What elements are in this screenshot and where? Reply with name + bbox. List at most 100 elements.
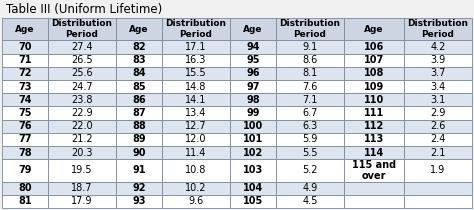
Bar [48, 146, 116, 159]
Text: 16.3: 16.3 [185, 55, 207, 65]
Text: 106: 106 [364, 42, 384, 52]
Text: 5.9: 5.9 [302, 134, 318, 144]
Bar [404, 195, 472, 208]
Bar [162, 80, 230, 93]
Text: 80: 80 [18, 183, 32, 193]
Bar [48, 133, 116, 146]
Bar [116, 120, 162, 133]
Text: Distribution
Period: Distribution Period [408, 20, 468, 39]
Bar [276, 93, 344, 106]
Bar [2, 146, 48, 159]
Text: 9.6: 9.6 [188, 196, 203, 206]
Text: 85: 85 [132, 81, 146, 92]
Text: 22.9: 22.9 [71, 108, 93, 118]
Bar [230, 133, 276, 146]
Bar [230, 182, 276, 195]
Bar [48, 40, 116, 54]
Text: 8.1: 8.1 [302, 68, 318, 78]
Text: 111: 111 [364, 108, 384, 118]
Text: 98: 98 [246, 95, 260, 105]
Bar [344, 146, 404, 159]
Bar [276, 40, 344, 54]
Bar [48, 106, 116, 120]
Bar [344, 93, 404, 106]
Text: 24.7: 24.7 [71, 81, 93, 92]
Text: 2.9: 2.9 [430, 108, 446, 118]
Bar [48, 54, 116, 67]
Bar [48, 120, 116, 133]
Text: 95: 95 [246, 55, 260, 65]
Bar [276, 18, 344, 40]
Text: 86: 86 [132, 95, 146, 105]
Text: Age: Age [364, 25, 383, 34]
Text: 22.0: 22.0 [71, 121, 93, 131]
Bar [230, 80, 276, 93]
Bar [404, 106, 472, 120]
Bar [344, 40, 404, 54]
Text: 90: 90 [132, 148, 146, 158]
Bar [48, 18, 116, 40]
Text: 75: 75 [18, 108, 32, 118]
Text: 23.8: 23.8 [71, 95, 93, 105]
Text: 4.2: 4.2 [430, 42, 446, 52]
Bar [276, 146, 344, 159]
Text: 115 and
over: 115 and over [352, 160, 396, 181]
Text: 2.4: 2.4 [430, 134, 446, 144]
Bar [116, 40, 162, 54]
Bar [404, 54, 472, 67]
Bar [116, 93, 162, 106]
Text: 81: 81 [18, 196, 32, 206]
Text: 103: 103 [243, 165, 263, 175]
Bar [116, 159, 162, 182]
Text: 25.6: 25.6 [71, 68, 93, 78]
Bar [276, 67, 344, 80]
Bar [230, 93, 276, 106]
Bar [2, 159, 48, 182]
Text: 99: 99 [246, 108, 260, 118]
Text: 17.1: 17.1 [185, 42, 207, 52]
Bar [162, 106, 230, 120]
Bar [404, 93, 472, 106]
Bar [344, 106, 404, 120]
Bar [116, 195, 162, 208]
Bar [276, 106, 344, 120]
Text: 21.2: 21.2 [71, 134, 93, 144]
Text: 79: 79 [18, 165, 32, 175]
Bar [230, 106, 276, 120]
Bar [2, 80, 48, 93]
Text: 5.2: 5.2 [302, 165, 318, 175]
Bar [116, 67, 162, 80]
Bar [230, 18, 276, 40]
Text: 102: 102 [243, 148, 263, 158]
Bar [162, 120, 230, 133]
Text: 3.9: 3.9 [430, 55, 446, 65]
Bar [404, 80, 472, 93]
Text: Distribution
Period: Distribution Period [165, 20, 227, 39]
Text: 11.4: 11.4 [185, 148, 207, 158]
Text: 72: 72 [18, 68, 32, 78]
Bar [276, 159, 344, 182]
Bar [230, 120, 276, 133]
Text: 13.4: 13.4 [185, 108, 207, 118]
Text: 20.3: 20.3 [71, 148, 93, 158]
Text: Age: Age [243, 25, 263, 34]
Text: Distribution
Period: Distribution Period [52, 20, 112, 39]
Text: 78: 78 [18, 148, 32, 158]
Bar [2, 18, 48, 40]
Bar [48, 80, 116, 93]
Text: 6.3: 6.3 [302, 121, 318, 131]
Text: 82: 82 [132, 42, 146, 52]
Bar [344, 18, 404, 40]
Bar [2, 106, 48, 120]
Bar [116, 146, 162, 159]
Text: 76: 76 [18, 121, 32, 131]
Bar [2, 54, 48, 67]
Bar [276, 195, 344, 208]
Bar [344, 67, 404, 80]
Text: 107: 107 [364, 55, 384, 65]
Text: 2.1: 2.1 [430, 148, 446, 158]
Text: 92: 92 [132, 183, 146, 193]
Bar [48, 195, 116, 208]
Bar [344, 120, 404, 133]
Bar [2, 40, 48, 54]
